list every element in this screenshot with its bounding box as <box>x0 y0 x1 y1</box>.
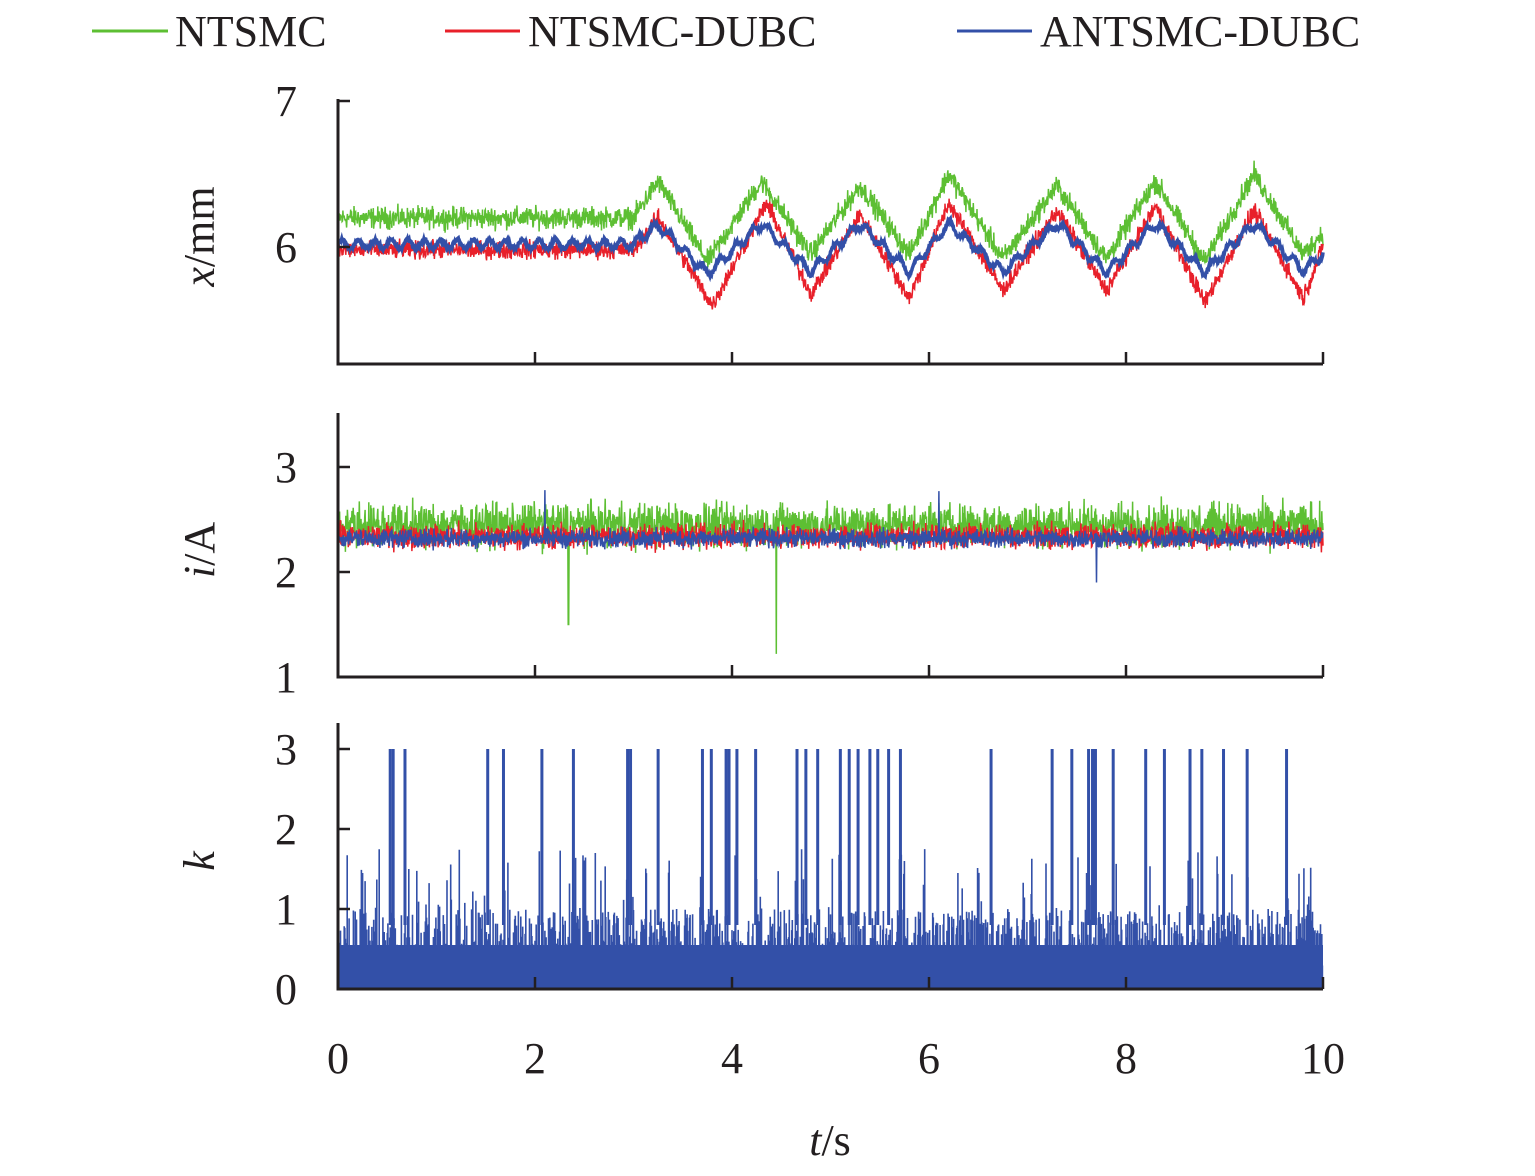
x-axis-label: t/s <box>809 1116 851 1165</box>
legend-item-ntsmc: NTSMC <box>92 7 327 56</box>
x-tick-label: 2 <box>524 1034 546 1083</box>
y-axis-var: k <box>175 850 224 871</box>
x-tick-label: 6 <box>918 1034 940 1083</box>
x-axis-tick-labels: 0 2 4 6 8 10 <box>327 1034 1345 1083</box>
legend-item-ntsmc-dubc: NTSMC-DUBC <box>445 7 817 56</box>
y-axis-label: k <box>175 850 224 871</box>
x-tick-label: 4 <box>721 1034 743 1083</box>
x-tick-label: 8 <box>1115 1034 1137 1083</box>
y-axis-label: x/mm <box>175 186 224 287</box>
y-tick-label: 1 <box>275 653 297 702</box>
legend: NTSMC NTSMC-DUBC ANTSMC-DUBC <box>92 7 1360 56</box>
series-ntsmc-dubc <box>338 198 1324 310</box>
y-tick-label: 0 <box>275 965 297 1014</box>
legend-item-antsmc-dubc: ANTSMC-DUBC <box>957 7 1360 56</box>
y-tick-label: 7 <box>275 77 297 126</box>
y-tick-label: 6 <box>275 223 297 272</box>
y-tick-label: 2 <box>275 548 297 597</box>
panel-current: 1 2 3 i/A <box>175 413 1325 702</box>
x-axis-var: t <box>809 1116 823 1165</box>
y-axis-unit: /A <box>175 522 224 566</box>
legend-label: ANTSMC-DUBC <box>1040 7 1360 56</box>
y-tick-label: 3 <box>275 443 297 492</box>
series-antsmc-dubc <box>338 214 1325 283</box>
y-tick-label: 1 <box>275 885 297 934</box>
panel-gain: 0 1 2 3 k <box>175 723 1325 1014</box>
panels: 6 7 x/mm 1 2 3 i/A 0 1 2 3 k <box>175 77 1325 1014</box>
series-fill-band <box>338 945 1323 989</box>
plot-area <box>338 490 1324 654</box>
legend-label: NTSMC <box>175 7 327 56</box>
y-axis-label: i/A <box>175 522 224 578</box>
legend-label: NTSMC-DUBC <box>528 7 817 56</box>
y-tick-label: 3 <box>275 725 297 774</box>
series-ntsmc <box>338 160 1324 268</box>
plot-area <box>338 749 1324 989</box>
y-tick-label: 2 <box>275 805 297 854</box>
x-tick-label: 0 <box>327 1034 349 1083</box>
series-antsmc-dubc <box>338 490 1324 583</box>
y-axis-unit: /mm <box>175 186 224 267</box>
x-tick-label: 10 <box>1301 1034 1345 1083</box>
series-ntsmc <box>338 494 1324 654</box>
plot-area <box>338 160 1325 310</box>
panel-position: 6 7 x/mm <box>175 77 1325 366</box>
y-axis-var: x <box>175 267 224 288</box>
y-axis-var: i <box>175 566 224 578</box>
x-axis-unit: /s <box>821 1116 850 1165</box>
